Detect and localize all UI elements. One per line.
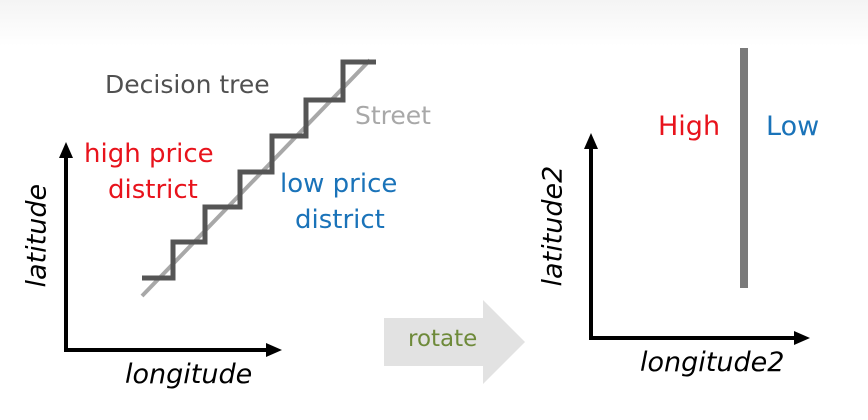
- left-y-axis-arrowhead: [59, 142, 73, 158]
- left-x-axis-label: longitude: [125, 359, 253, 390]
- decision-boundary-bar: [740, 48, 748, 288]
- rotate-arrow-shape: [384, 300, 525, 384]
- low-price-label-line2: district: [295, 205, 385, 235]
- right-x-axis-arrowhead: [794, 331, 810, 345]
- rotate-label: rotate: [408, 326, 478, 352]
- left-x-axis-arrowhead: [266, 343, 282, 357]
- street-label: Street: [355, 101, 431, 130]
- low-label: Low: [766, 111, 820, 142]
- high-label: High: [658, 111, 721, 142]
- right-y-axis-arrowhead: [584, 133, 598, 149]
- right-y-axis-label: latitude2: [537, 165, 569, 287]
- decision-tree-staircase: [142, 59, 376, 281]
- left-y-axis-label: latitude: [21, 183, 53, 288]
- low-price-label-line1: low price: [280, 169, 398, 199]
- decision-tree-title: Decision tree: [105, 70, 270, 99]
- header-band: [0, 0, 868, 46]
- right-x-axis-label: longitude2: [640, 347, 785, 378]
- high-price-label-line1: high price: [84, 139, 214, 169]
- high-price-label-line2: district: [108, 175, 198, 205]
